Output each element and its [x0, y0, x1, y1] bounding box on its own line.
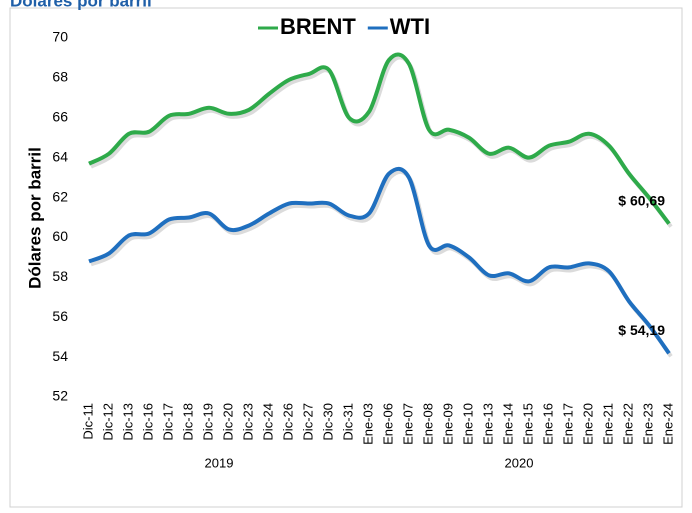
x-tick-label: Ene-23	[640, 403, 655, 445]
y-tick-label: 56	[52, 308, 68, 324]
y-tick-label: 66	[52, 108, 68, 124]
x-tick-label: Ene-22	[620, 403, 635, 445]
x-tick-label: Dic-19	[200, 403, 215, 441]
x-tick-label: Ene-17	[560, 403, 575, 445]
y-tick-label: 60	[52, 228, 68, 244]
x-tick-label: Dic-20	[220, 403, 235, 441]
y-axis-label: Dólares por barril	[25, 147, 44, 289]
data-label: $ 54,19	[618, 322, 665, 338]
line-shadow	[90, 169, 673, 358]
group-label: 2019	[205, 455, 234, 470]
x-tick-label: Ene-20	[580, 403, 595, 445]
x-tick-label: Dic-26	[280, 403, 295, 441]
x-tick-label: Dic-23	[240, 403, 255, 441]
x-tick-label: Ene-14	[500, 403, 515, 445]
x-tick-label: Ene-16	[540, 403, 555, 445]
x-tick-label: Ene-13	[480, 403, 495, 445]
y-tick-label: 64	[52, 148, 68, 164]
x-tick-label: Ene-03	[360, 403, 375, 445]
x-tick-label: Ene-07	[400, 403, 415, 445]
x-tick-label: Ene-06	[380, 403, 395, 445]
y-tick-label: 58	[52, 268, 68, 284]
series-line	[88, 52, 671, 225]
x-tick-label: Dic-24	[260, 403, 275, 441]
line-shadow	[90, 55, 673, 228]
x-tick-label: Dic-11	[80, 403, 95, 440]
group-label: 2020	[505, 455, 534, 470]
y-tick-label: 62	[52, 188, 68, 204]
legend-label: WTI	[390, 14, 430, 39]
x-tick-label: Ene-10	[460, 403, 475, 445]
chart-title: Dólares por barril	[10, 0, 152, 10]
x-tick-label: Ene-15	[520, 403, 535, 445]
y-tick-label: 54	[52, 348, 68, 364]
y-tick-label: 68	[52, 69, 68, 85]
x-tick-label: Dic-13	[120, 403, 135, 441]
x-tick-label: Dic-31	[340, 403, 355, 441]
x-tick-label: Dic-27	[300, 403, 315, 441]
x-tick-label: Ene-09	[440, 403, 455, 445]
x-tick-label: Dic-16	[140, 403, 155, 441]
x-tick-label: Ene-08	[420, 403, 435, 445]
y-tick-label: 70	[52, 29, 68, 45]
x-tick-label: Dic-30	[320, 403, 335, 441]
legend-label: BRENT	[280, 14, 356, 39]
x-tick-label: Dic-12	[100, 403, 115, 441]
series-line	[88, 166, 671, 355]
x-tick-label: Dic-17	[160, 403, 175, 441]
data-label: $ 60,69	[618, 192, 665, 208]
x-tick-label: Dic-18	[180, 403, 195, 441]
chart-frame	[9, 7, 683, 508]
y-tick-label: 52	[52, 388, 68, 404]
x-tick-label: Ene-24	[660, 403, 675, 445]
x-tick-label: Ene-21	[600, 403, 615, 445]
